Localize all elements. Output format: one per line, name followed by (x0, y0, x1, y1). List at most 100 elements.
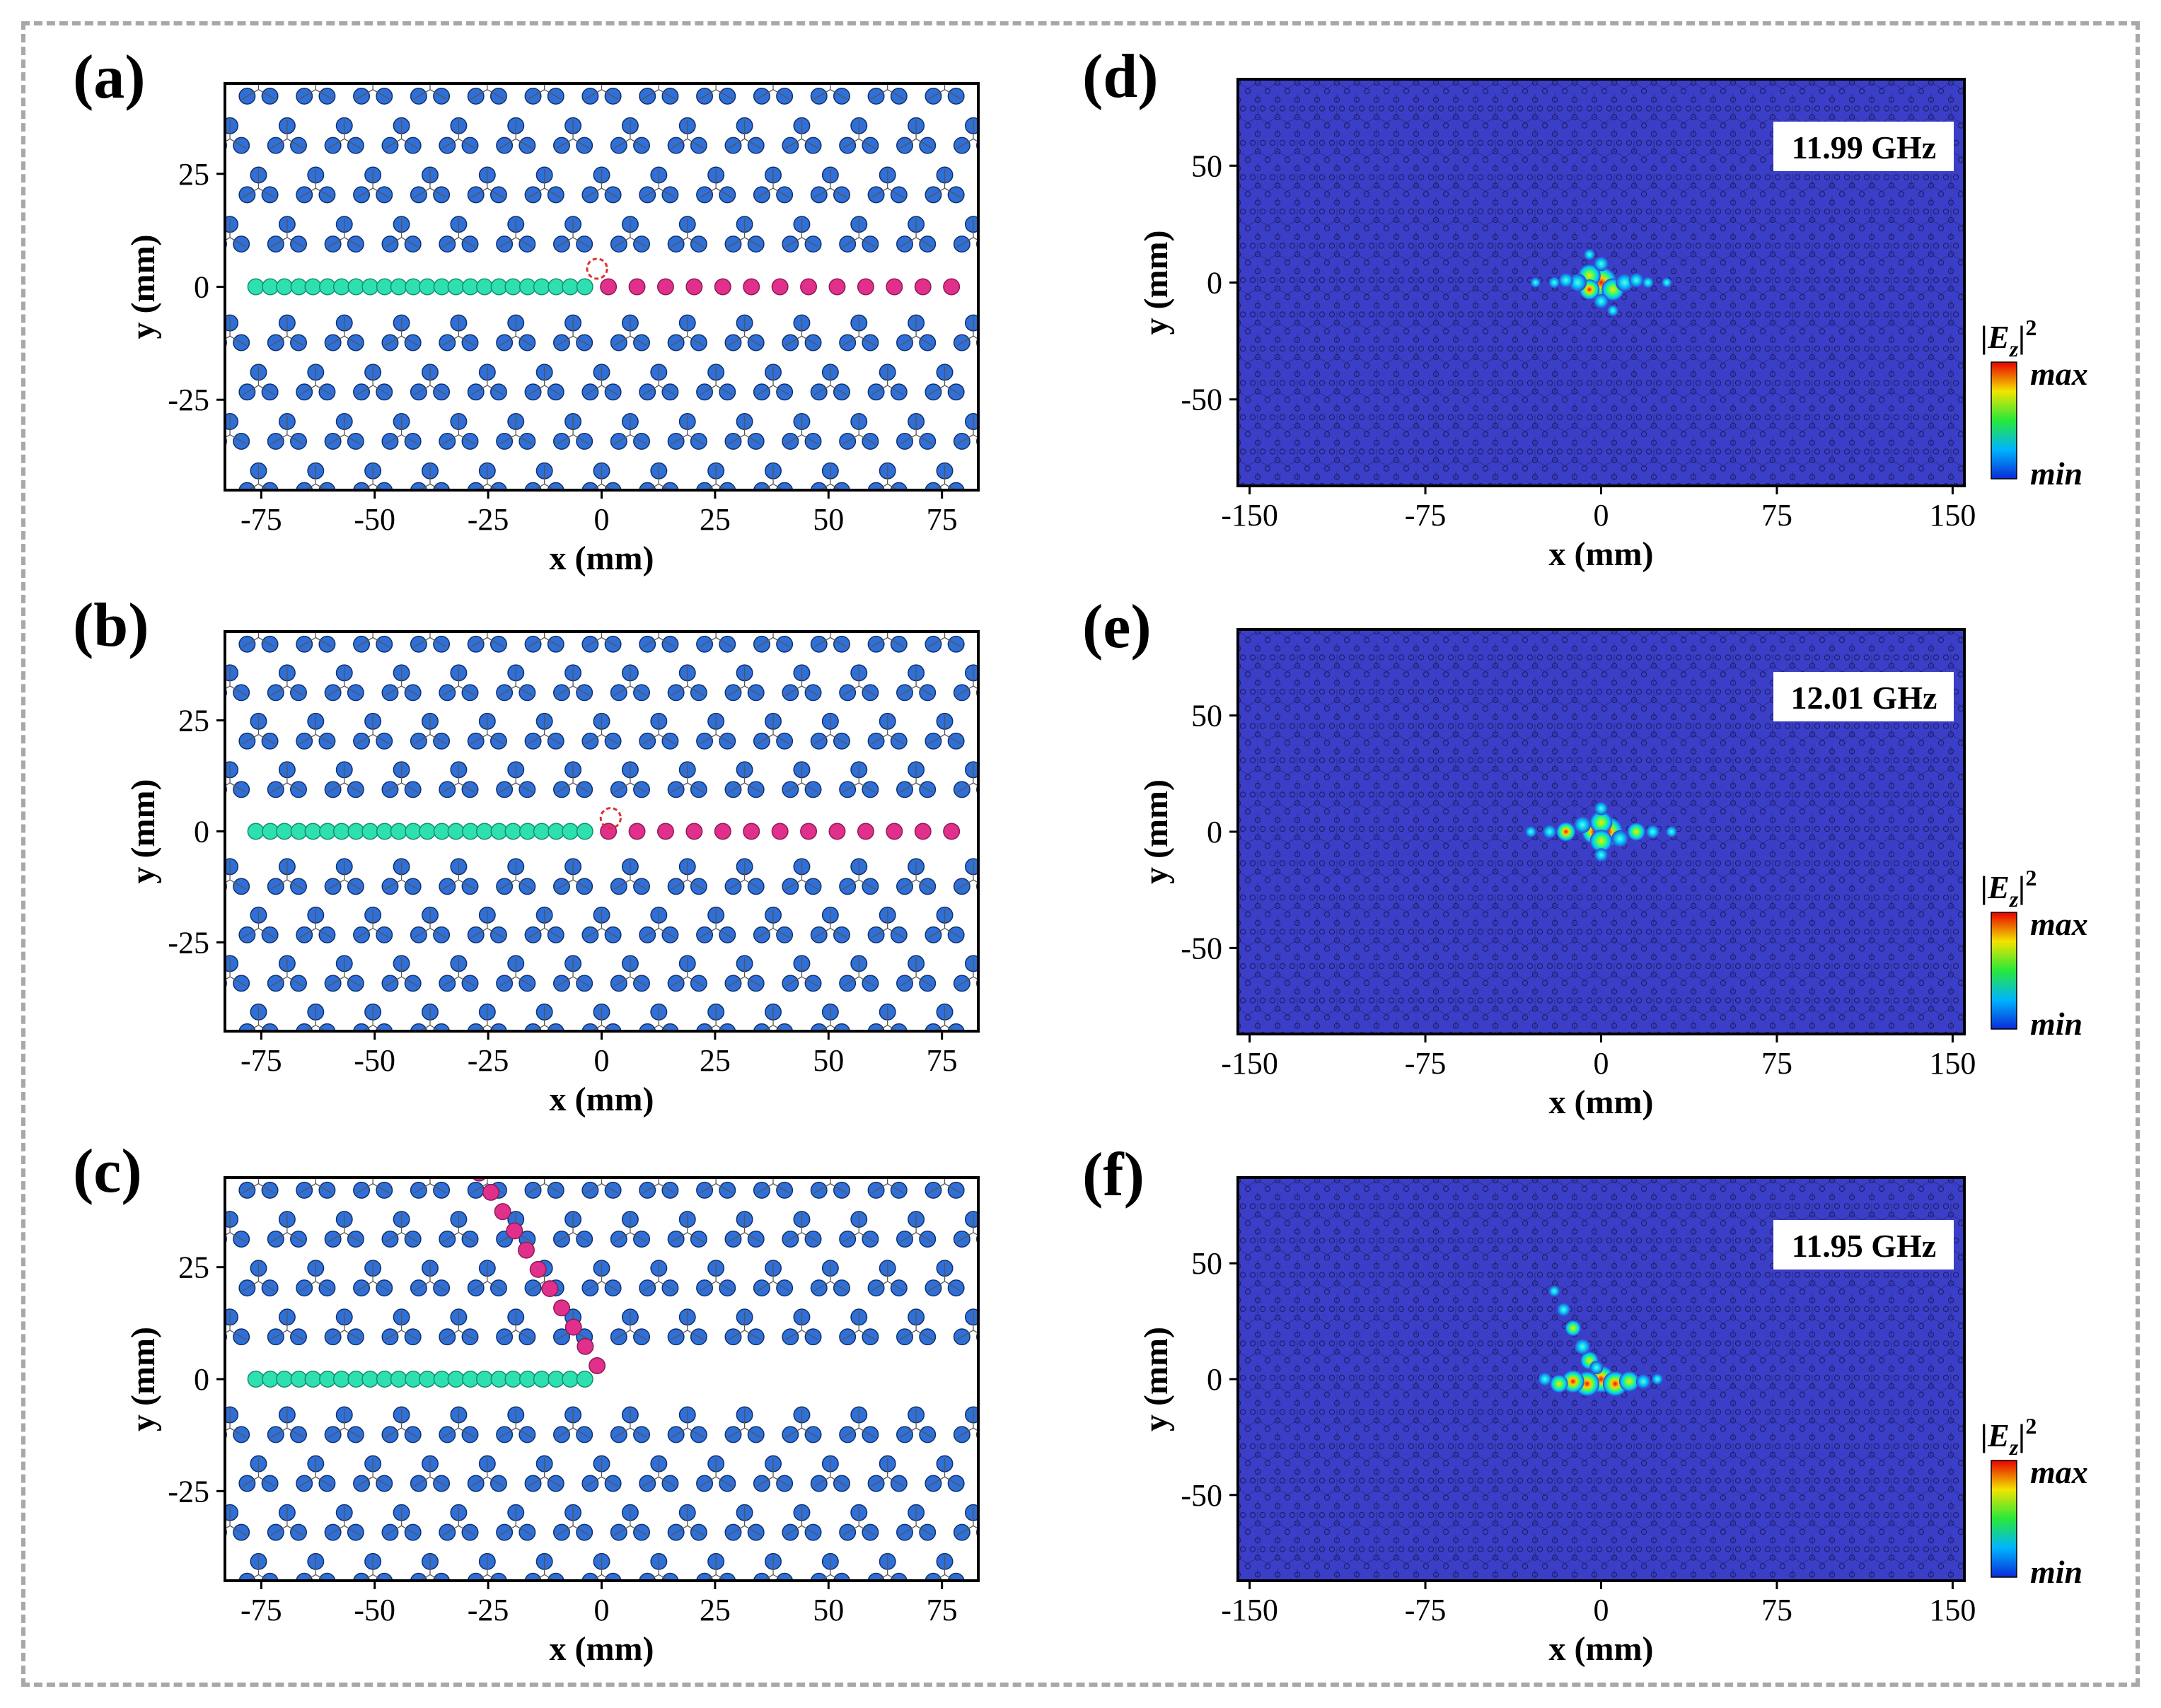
lattice-rods (0, 1084, 1284, 1687)
lattice-rod (891, 1121, 907, 1137)
unit-cell-edge (642, 715, 676, 745)
lattice-rod (22, 463, 37, 479)
wall-rod-left (504, 278, 522, 296)
unit-cell-edge (928, 169, 961, 199)
lattice-rod (33, 581, 49, 597)
lattice-rod (908, 568, 924, 583)
lattice-rod (250, 562, 266, 577)
lattice-rod (124, 1671, 140, 1687)
lattice-rod (1205, 1072, 1221, 1088)
lattice-rod (1177, 482, 1193, 498)
unit-cell-edge (613, 1311, 647, 1340)
unit-cell-edge (728, 1213, 762, 1243)
unit-cell-edge (642, 1178, 676, 1194)
lattice-rod (1154, 1084, 1170, 1100)
unit-cell-edge (871, 1262, 905, 1291)
unit-cell-edge (671, 21, 704, 50)
lattice-rod (434, 1084, 449, 1100)
unit-cell-edge (556, 218, 590, 248)
lattice-rod (148, 1475, 163, 1491)
lattice-rod (325, 588, 340, 603)
lattice-rod (1023, 1309, 1038, 1325)
unit-cell-edge (1186, 219, 1218, 247)
unit-cell-edge (328, 317, 361, 347)
wall-rod-left (276, 1371, 294, 1388)
lattice-rod (825, 83, 835, 86)
lattice-rod (777, 1121, 792, 1137)
unit-cell-edge (813, 632, 847, 648)
lattice-rod (920, 1134, 935, 1149)
lattice-rod (348, 1134, 364, 1149)
lattice-rod (1068, 975, 1084, 991)
lattice-rod (1205, 878, 1221, 894)
lattice-rod (954, 39, 970, 54)
lattice-rod (1034, 335, 1050, 350)
lattice-rod (1211, 1574, 1227, 1589)
lattice-rod (319, 0, 335, 6)
lattice-rod (1177, 637, 1193, 652)
lattice-rod (1137, 1212, 1152, 1227)
unit-cell-edge (785, 1409, 818, 1439)
unit-cell-edge (441, 218, 475, 248)
x-tick-label: 0 (1594, 1046, 1609, 1081)
lattice-rod (1034, 1329, 1050, 1344)
lattice-rod (862, 1622, 878, 1638)
unit-cell-edge (328, 1116, 361, 1144)
lattice-rod (994, 1554, 1009, 1569)
lattice-rod (754, 1671, 770, 1687)
unit-cell-edge (185, 1654, 218, 1682)
wall-rod-left (504, 1371, 522, 1388)
wall-rod-right (943, 823, 961, 840)
unit-cell-edge (442, 570, 475, 598)
unit-cell-edge (700, 564, 732, 592)
lattice-rod (1194, 1052, 1210, 1068)
x-axis-title: x (mm) (1549, 1630, 1654, 1668)
unit-cell-edge (0, 861, 18, 889)
lattice-rod (68, 1084, 83, 1100)
lattice-rod (91, 1121, 106, 1137)
lattice-rod (1211, 88, 1227, 104)
unit-cell-edge (1186, 1116, 1218, 1144)
lattice-rod (33, 637, 49, 652)
lattice-rod (1222, 69, 1238, 84)
lattice-rod (983, 1574, 998, 1589)
lattice-rod (596, 1178, 607, 1179)
unit-cell-edge (71, 1103, 103, 1132)
lattice-rod (668, 39, 683, 54)
lattice-rod (891, 1084, 907, 1100)
unit-cell-edge (1157, 1262, 1190, 1291)
lattice-rod (1068, 782, 1084, 797)
lattice-rod (1120, 1280, 1135, 1296)
lattice-rod (1205, 1231, 1221, 1247)
lattice-rod (1005, 637, 1021, 652)
unit-cell-edge (1043, 1555, 1075, 1584)
lattice-rod (622, 1603, 638, 1618)
lattice-rod (22, 1101, 37, 1117)
lattice-rod (108, 1212, 123, 1227)
unit-cell-edge (0, 1506, 18, 1535)
lattice-rod (1205, 975, 1221, 991)
wall-rod-left (405, 1371, 422, 1388)
unit-cell-edge (356, 366, 390, 395)
lattice-rod (1309, 512, 1324, 528)
lattice-rod (11, 88, 26, 104)
wall-rod-right (943, 278, 961, 296)
unit-cell-edge (299, 522, 332, 550)
lattice-rod (124, 482, 140, 498)
lattice-rod (691, 39, 707, 54)
lattice-rod (319, 1084, 335, 1100)
unit-cell-edge (0, 21, 18, 50)
lattice-rod (1097, 1024, 1113, 1040)
x-tick-label: 75 (927, 1593, 958, 1627)
unit-cell-edge (499, 1506, 533, 1536)
lattice-rod (0, 414, 9, 429)
lattice-rod (1079, 315, 1095, 330)
unit-cell-edge (1043, 1654, 1075, 1682)
lattice-rod (376, 1671, 392, 1687)
lattice-rod (1268, 1084, 1284, 1100)
lattice-rod (62, 782, 77, 797)
unit-cell-edge (1300, 1055, 1333, 1083)
unit-cell-edge (441, 1213, 475, 1243)
unit-cell-edge (242, 632, 275, 648)
